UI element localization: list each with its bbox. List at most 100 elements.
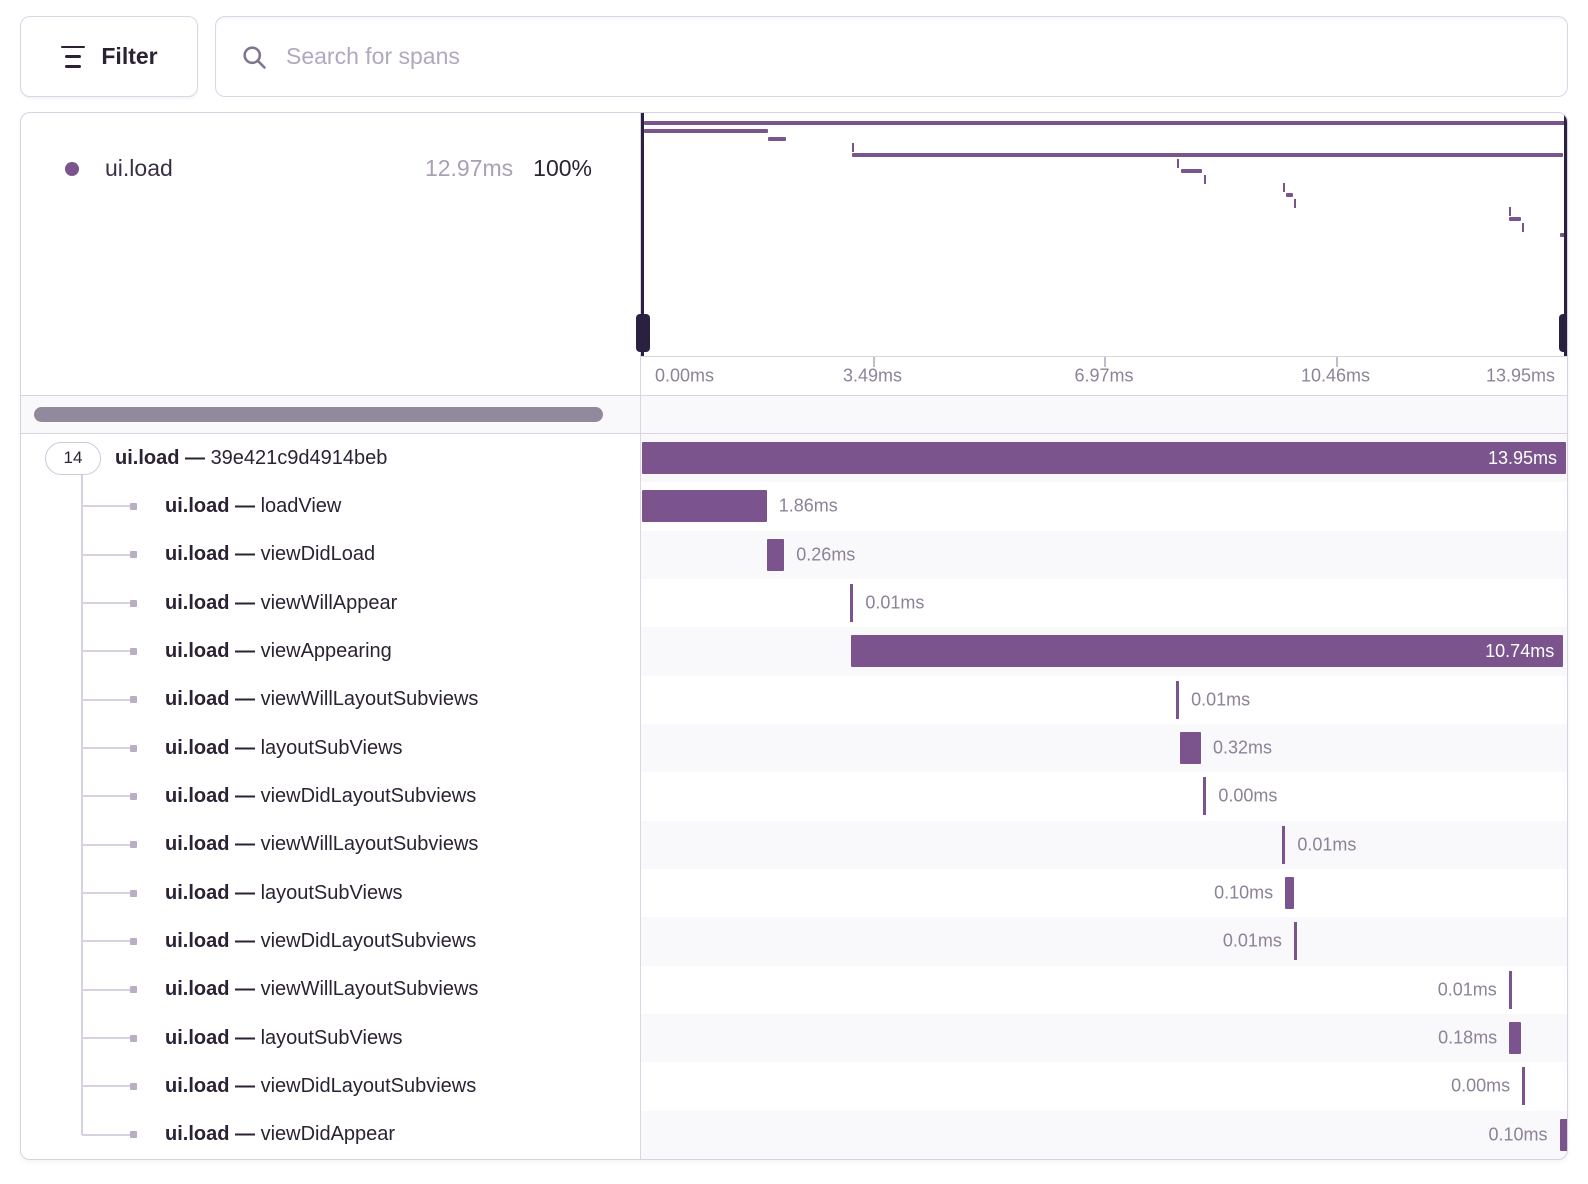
- span-name: 39e421c9d4914beb: [210, 446, 388, 469]
- span-children-count-badge[interactable]: 14: [45, 441, 101, 475]
- span-bar[interactable]: [1203, 777, 1207, 816]
- span-row-timeline: 0.01ms: [641, 917, 1567, 966]
- span-op: ui.load —: [165, 833, 261, 856]
- span-bar[interactable]: [1282, 825, 1286, 864]
- time-axis: 0.00ms 3.49ms 6.97ms 10.46ms 13.95ms: [641, 357, 1567, 395]
- span-tree-row: ui.load — viewDidLoad 0.26ms: [21, 530, 1567, 579]
- span-description: ui.load — viewWillLayoutSubviews: [165, 978, 478, 1001]
- span-bar-canvas: 0.10ms: [642, 869, 1566, 917]
- span-bar[interactable]: [766, 538, 785, 571]
- span-op: ui.load —: [165, 881, 261, 904]
- span-row-timeline: 0.00ms: [641, 772, 1567, 820]
- toolbar: Filter: [20, 16, 1568, 97]
- tree-connector-dot: [130, 551, 137, 559]
- minimap-span-line: [644, 129, 769, 133]
- minimap-and-axis: 0.00ms 3.49ms 6.97ms 10.46ms 13.95ms: [635, 113, 1567, 395]
- span-tree-row: ui.load — viewWillLayoutSubviews 0.01ms: [21, 820, 1567, 869]
- minimap-span-line: [1282, 183, 1285, 192]
- horizontal-scrollbar-thumb[interactable]: [34, 407, 603, 422]
- span-name: viewDidLayoutSubviews: [260, 1074, 477, 1097]
- span-tree: 14 ui.load — 39e421c9d4914beb 13.95ms ui.lo…: [21, 434, 1567, 1159]
- tree-connector-line: [82, 1085, 132, 1088]
- axis-tick-label: 3.49ms: [842, 365, 903, 386]
- minimap-span-line: [1285, 193, 1293, 197]
- tree-connector-dot: [130, 1034, 137, 1042]
- minimap-span-line: [644, 121, 1566, 125]
- span-row-timeline: 0.01ms: [641, 820, 1567, 869]
- span-op: ui.load —: [165, 978, 261, 1001]
- tree-connector-line: [82, 843, 132, 846]
- span-duration-label: 0.18ms: [1438, 1027, 1498, 1048]
- span-bar[interactable]: [1508, 970, 1512, 1009]
- span-name: loadView: [260, 494, 342, 517]
- span-tree-row: ui.load — viewWillAppear 0.01ms: [21, 578, 1567, 628]
- span-description: ui.load — viewAppearing: [165, 640, 392, 663]
- tree-connector-line: [82, 505, 132, 508]
- span-bar[interactable]: [1559, 1118, 1567, 1151]
- minimap-right-handle[interactable]: [1558, 113, 1567, 356]
- tree-connector-dot: [130, 937, 137, 945]
- span-description: ui.load — viewWillAppear: [165, 592, 397, 615]
- span-description: ui.load — viewDidLoad: [165, 543, 375, 566]
- span-bar-canvas: 0.01ms: [642, 579, 1566, 627]
- span-description: ui.load — loadView: [165, 495, 341, 518]
- span-row-timeline: 0.01ms: [641, 966, 1567, 1014]
- tree-connector-line: [82, 1133, 132, 1136]
- span-bar[interactable]: [1176, 680, 1180, 719]
- tree-connector-line: [82, 602, 132, 605]
- span-duration-label: 0.00ms: [1218, 785, 1278, 806]
- span-bar[interactable]: [1179, 732, 1202, 765]
- minimap-span-line: [1509, 217, 1522, 221]
- span-bar-canvas: 13.95ms: [642, 434, 1566, 482]
- minimap-left-handle[interactable]: [635, 113, 650, 356]
- span-bar[interactable]: 10.74ms: [850, 635, 1564, 668]
- span-tree-node[interactable]: 14 ui.load — 39e421c9d4914beb: [21, 434, 641, 483]
- tree-connector-dot: [130, 647, 137, 655]
- horizontal-scrollbar-track[interactable]: [21, 396, 641, 433]
- span-duration-label: 0.01ms: [1222, 930, 1282, 951]
- span-row-timeline: 0.32ms: [641, 723, 1567, 773]
- span-tree-node[interactable]: ui.load — viewWillLayoutSubviews: [21, 820, 641, 869]
- span-row-timeline: 10.74ms: [641, 627, 1567, 676]
- span-row-timeline: 0.18ms: [641, 1013, 1567, 1063]
- span-duration-label: 0.01ms: [865, 592, 925, 613]
- span-bar-canvas: 0.00ms: [642, 772, 1566, 820]
- span-op: ui.load —: [165, 543, 261, 566]
- minimap-right-grip[interactable]: [1558, 314, 1567, 352]
- span-row-timeline: 0.10ms: [641, 869, 1567, 917]
- ops-breakdown: ui.load 12.97ms 100%: [21, 113, 641, 395]
- span-bar[interactable]: [1285, 877, 1295, 910]
- span-row-timeline: 0.01ms: [641, 676, 1567, 724]
- tree-connector-dot: [130, 502, 137, 510]
- span-name: viewDidLayoutSubviews: [260, 929, 477, 952]
- span-bar[interactable]: [1509, 1022, 1522, 1055]
- span-tree-row: ui.load — layoutSubViews 0.10ms: [21, 868, 1567, 918]
- span-name: viewWillLayoutSubviews: [260, 833, 479, 856]
- filter-button[interactable]: Filter: [20, 16, 198, 97]
- span-bar[interactable]: [1293, 922, 1297, 961]
- span-op: ui.load —: [165, 1026, 261, 1049]
- span-row-timeline: 0.26ms: [641, 530, 1567, 579]
- span-row-timeline: 13.95ms: [641, 434, 1567, 483]
- span-bar[interactable]: [642, 490, 767, 523]
- span-duration-label: 0.01ms: [1191, 689, 1251, 710]
- span-bar[interactable]: [850, 584, 854, 623]
- span-op: ui.load —: [115, 446, 211, 469]
- trace-minimap[interactable]: [635, 113, 1567, 357]
- search-input[interactable]: [284, 42, 1543, 71]
- span-name: viewDidLayoutSubviews: [260, 784, 477, 807]
- minimap-left-grip[interactable]: [635, 314, 650, 352]
- minimap-span-line: [1176, 159, 1179, 168]
- minimap-span-line: [1522, 223, 1525, 232]
- span-bar-canvas: 0.01ms: [642, 917, 1566, 965]
- span-name: viewDidLoad: [260, 543, 376, 566]
- span-bar[interactable]: [1522, 1067, 1526, 1106]
- minimap-span-line: [1508, 207, 1511, 216]
- span-bar[interactable]: 13.95ms: [642, 442, 1566, 475]
- trace-panel: ui.load 12.97ms 100% 0.00ms 3.49ms 6.97ms 1…: [20, 112, 1568, 1160]
- axis-tick-mark: [1104, 357, 1106, 367]
- span-search-box[interactable]: [215, 16, 1568, 97]
- tree-connector-line: [82, 892, 132, 895]
- span-op-color-dot: [65, 161, 79, 176]
- span-description: ui.load — layoutSubViews: [165, 882, 403, 905]
